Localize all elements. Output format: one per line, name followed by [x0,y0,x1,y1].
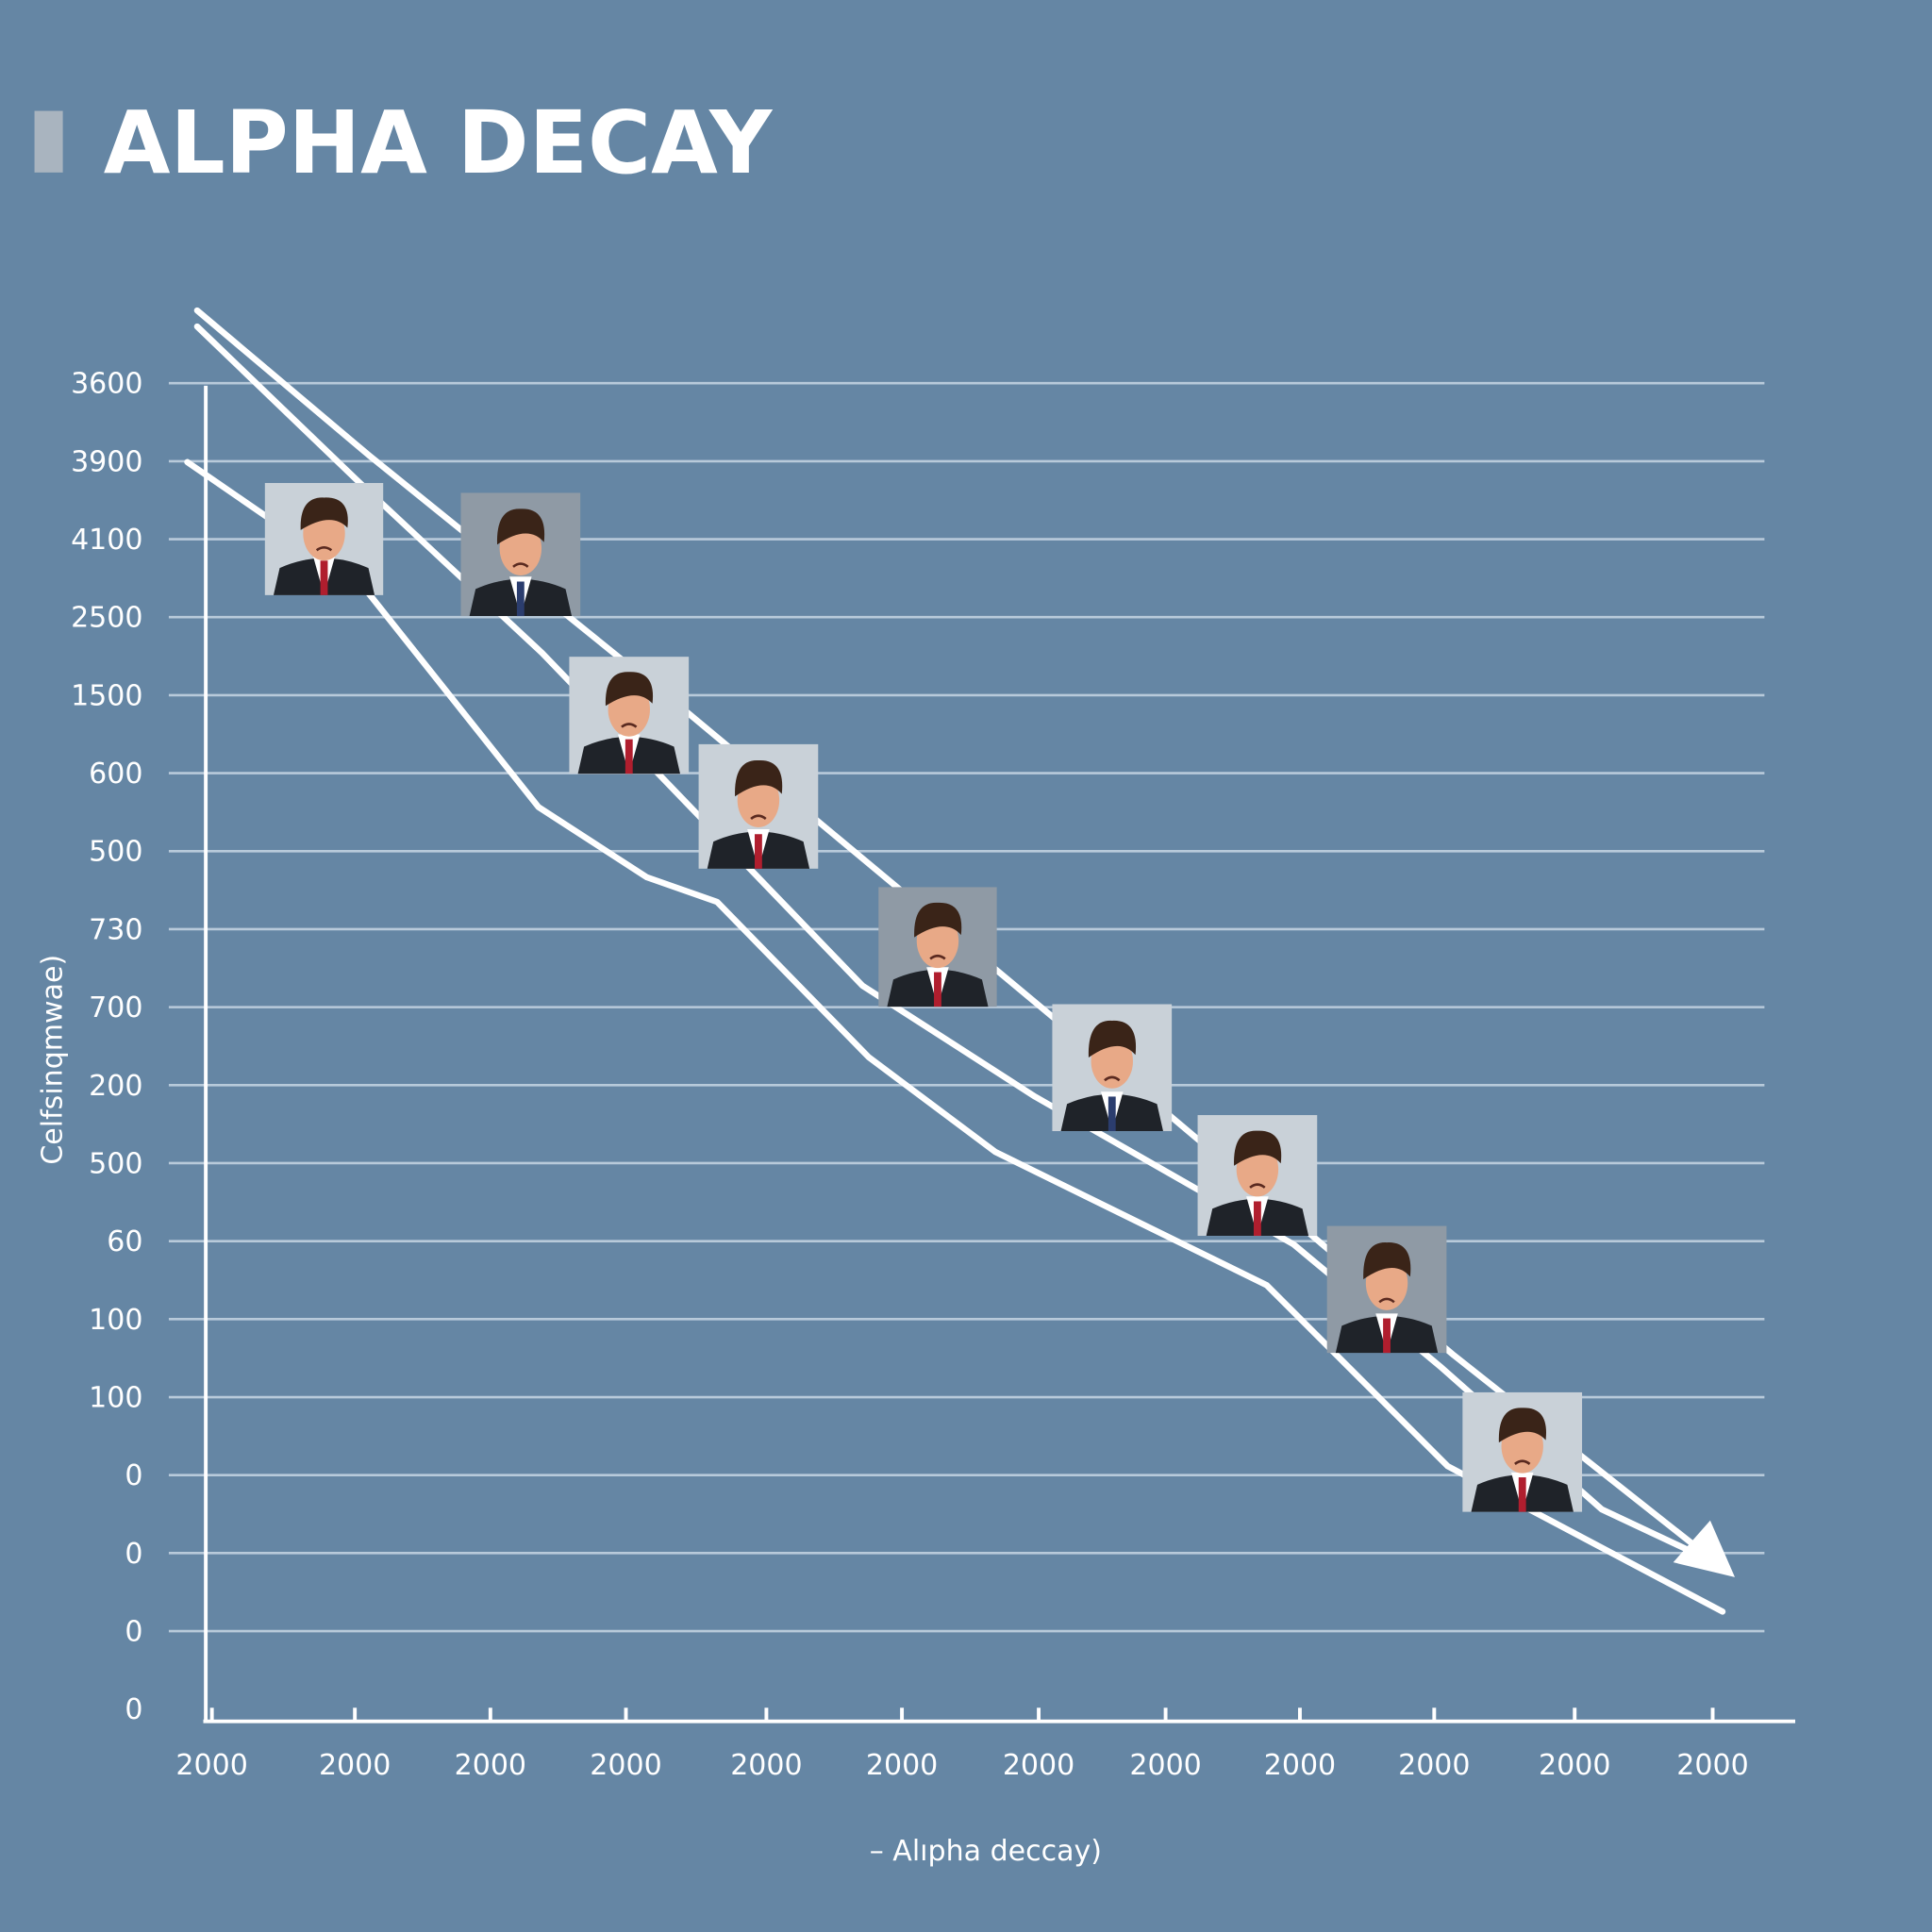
y-tick-label: 0 [125,1459,142,1492]
y-tick-label: 100 [89,1381,142,1414]
portrait [1462,1391,1583,1512]
tie [755,834,762,869]
mouth [1378,1297,1395,1304]
portrait [569,657,690,774]
arrowhead [1673,1520,1736,1577]
x-tick-label: 2000 [1676,1749,1748,1782]
mouth [621,723,638,728]
hair [1088,1020,1137,1058]
trend-line [193,307,1710,1558]
x-tick-label: 2000 [866,1749,938,1782]
x-tick-label: 2000 [1539,1749,1610,1782]
mouth [929,954,946,960]
tie [1108,1096,1116,1132]
y-tick-label: 3600 [71,368,142,401]
mouth [1514,1459,1531,1465]
x-axis-label: – Alıpha deccay) [870,1835,1102,1868]
chart-title: ALPHA DECAY [104,92,774,193]
hair [605,672,654,707]
y-tick-label: 0 [125,1538,142,1571]
y-tick-label: 730 [89,913,142,946]
y-axis-label: Celfsinqmwae) [36,955,69,1165]
y-tick-label: 200 [89,1070,142,1103]
hair [1498,1407,1547,1443]
hair [300,497,348,530]
y-tick-label: 500 [89,1147,142,1180]
portrait [1052,1004,1173,1132]
tie [934,972,941,1008]
mouth [1104,1075,1121,1082]
hair [1234,1130,1282,1166]
tie [625,739,633,774]
y-tick-label: 0 [125,1615,142,1648]
portrait [878,887,997,1008]
x-tick-label: 2000 [730,1749,802,1782]
tie [1253,1201,1261,1237]
hair [735,760,783,797]
tie [516,581,525,617]
x-tick-label: 2000 [1398,1749,1470,1782]
title-marker [34,110,63,173]
y-tick-label: 100 [89,1304,142,1337]
y-tick-label: 1500 [71,679,142,712]
x-tick-label: 2000 [1003,1749,1074,1782]
portrait [460,492,581,617]
trend-line [184,458,1726,1615]
portrait [264,483,384,595]
x-tick-label: 2000 [319,1749,391,1782]
mouth [315,546,333,552]
mouth [750,814,767,821]
x-tick-label: 2000 [175,1749,247,1782]
y-tick-label: 500 [89,836,142,869]
hair [496,508,545,545]
y-tick-label: 4100 [71,524,142,557]
y-tick-label: 3900 [71,445,142,478]
mouth [1249,1183,1266,1189]
y-tick-label: 700 [89,991,142,1024]
plot: 3600390041002500150060050073070020050060… [71,307,1796,1782]
portrait [1197,1115,1318,1237]
mouth [512,562,529,568]
y-tick-label: 60 [107,1225,142,1258]
x-tick-label: 2000 [455,1749,526,1782]
tie [1518,1477,1526,1512]
x-tick-label: 2000 [1129,1749,1201,1782]
y-tick-label: 0 [125,1693,142,1726]
portrait [1326,1225,1447,1354]
x-tick-label: 2000 [1264,1749,1336,1782]
x-tick-label: 2000 [590,1749,661,1782]
y-tick-label: 2500 [71,602,142,635]
tie [320,560,328,595]
tie [1383,1318,1391,1354]
y-tick-label: 600 [89,758,142,791]
hair [914,902,962,938]
portrait [698,743,819,869]
hair [1363,1242,1411,1280]
